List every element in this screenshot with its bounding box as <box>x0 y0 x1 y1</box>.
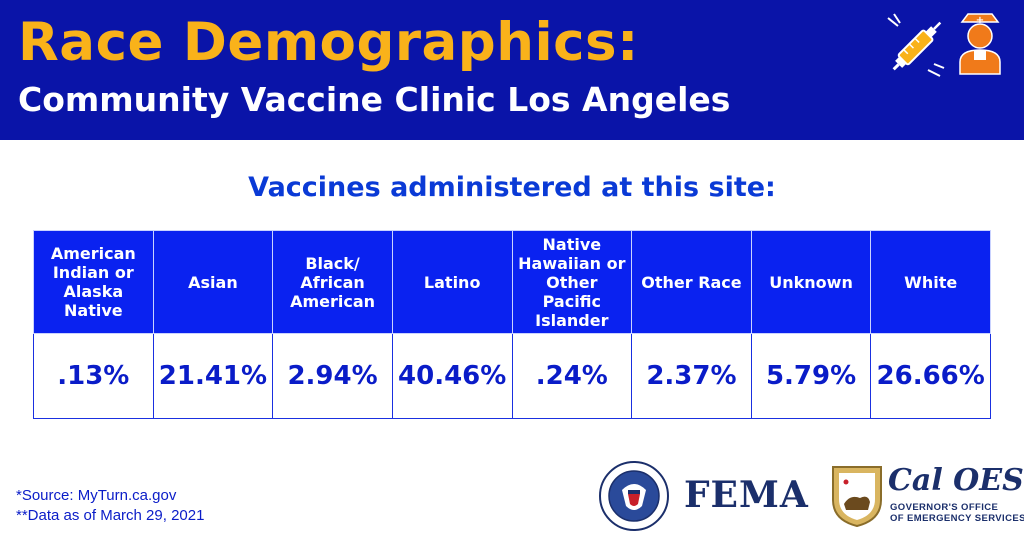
header-american-indian: American Indian or Alaska Native <box>33 230 154 334</box>
header-icons: + <box>884 12 1012 82</box>
nurse-icon: + <box>959 13 1001 75</box>
cal-oes-logo: Cal OES <box>888 463 1024 498</box>
header-latino: Latino <box>391 230 513 334</box>
value-other-race: 2.37% <box>631 333 752 419</box>
cal-oes-line1: GOVERNOR'S OFFICE <box>890 502 999 513</box>
header-unknown: Unknown <box>750 230 872 334</box>
value-asian: 21.41% <box>152 333 274 419</box>
table-row: .13% 21.41% 2.94% 40.46% .24% 2.37% 5.79… <box>33 333 991 419</box>
header-other-race: Other Race <box>631 230 752 334</box>
value-unknown: 5.79% <box>750 333 872 419</box>
value-native-hawaiian: .24% <box>511 333 633 419</box>
value-latino: 40.46% <box>391 333 513 419</box>
demographics-table: American Indian or Alaska Native Asian B… <box>33 230 991 419</box>
header-asian: Asian <box>152 230 274 334</box>
value-black-african-american: 2.94% <box>272 333 393 419</box>
partner-logos: FEMA Cal OES GOVERNOR'S OFFICE OF EMERGE… <box>596 460 1024 532</box>
header-black-african-american: Black/ African American <box>272 230 393 334</box>
source-note: *Source: MyTurn.ca.gov <box>16 487 177 504</box>
data-date-note: **Data as of March 29, 2021 <box>16 507 205 524</box>
header-native-hawaiian: Native Hawaiian or Other Pacific Islande… <box>511 230 633 334</box>
page-subtitle: Community Vaccine Clinic Los Angeles <box>18 80 731 119</box>
cal-oes-subtitle: GOVERNOR'S OFFICE OF EMERGENCY SERVICES <box>890 502 1024 524</box>
table-header-row: American Indian or Alaska Native Asian B… <box>33 230 991 334</box>
fema-logo: FEMA <box>684 474 809 516</box>
value-american-indian: .13% <box>33 333 154 419</box>
header-white: White <box>870 230 991 334</box>
footnotes: *Source: MyTurn.ca.gov **Data as of Marc… <box>16 486 204 526</box>
header-banner: Race Demographics: Community Vaccine Cli… <box>0 0 1024 140</box>
dhs-seal-icon <box>599 461 669 531</box>
syringe-icon <box>887 13 945 77</box>
svg-text:+: + <box>976 15 984 26</box>
page-title: Race Demographics: <box>18 12 639 73</box>
cal-oes-line2: OF EMERGENCY SERVICES <box>890 513 1024 524</box>
table-title: Vaccines administered at this site: <box>248 172 776 203</box>
value-white: 26.66% <box>870 333 991 419</box>
cal-oes-shield-icon <box>832 466 882 528</box>
